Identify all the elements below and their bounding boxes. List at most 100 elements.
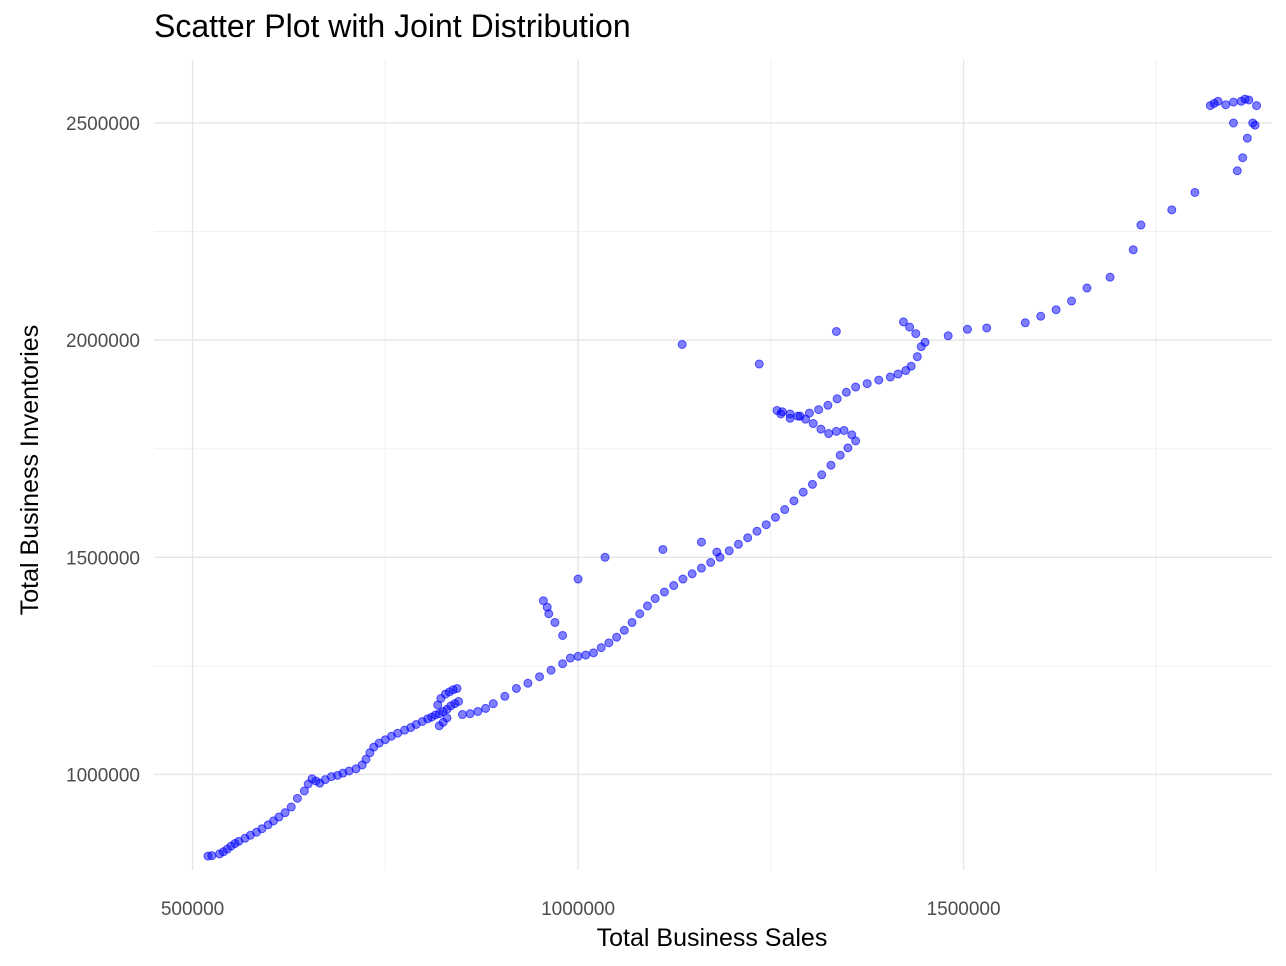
data-point <box>831 326 841 336</box>
data-point <box>795 411 805 421</box>
data-point <box>832 394 842 404</box>
data-point <box>847 430 857 440</box>
x-axis-title: Total Business Sales <box>597 924 828 952</box>
data-point <box>885 372 895 382</box>
data-point <box>1213 96 1223 106</box>
data-point <box>804 408 814 418</box>
y-tick-label: 2000000 <box>66 331 140 352</box>
data-point <box>1244 95 1254 105</box>
data-point <box>546 665 556 675</box>
data-point <box>457 710 467 720</box>
data-point <box>292 793 302 803</box>
data-point <box>481 703 491 713</box>
data-point <box>817 470 827 480</box>
data-point <box>712 547 722 557</box>
data-point <box>898 317 908 327</box>
data-point <box>696 563 706 573</box>
data-point <box>1167 205 1177 215</box>
data-point <box>687 569 697 579</box>
data-point <box>207 851 217 861</box>
x-tick-label: 1000000 <box>541 899 615 920</box>
data-point <box>943 331 953 341</box>
data-point <box>274 812 284 822</box>
data-point <box>843 443 853 453</box>
data-point <box>500 691 510 701</box>
data-point <box>488 699 498 709</box>
data-point <box>1036 311 1046 321</box>
data-point <box>523 678 533 688</box>
data-point <box>789 496 799 506</box>
data-point <box>627 617 637 627</box>
data-point <box>361 754 371 764</box>
data-point <box>1252 101 1262 111</box>
data-point <box>1020 318 1030 328</box>
data-point <box>862 379 872 389</box>
data-point <box>465 709 475 719</box>
data-point <box>286 802 296 812</box>
y-axis-title: Total Business Inventories <box>16 325 44 615</box>
data-point <box>823 400 833 410</box>
data-point <box>839 425 849 435</box>
x-axis-tick-labels: 500000 1000000 1500000 <box>161 899 1001 920</box>
data-point <box>511 683 521 693</box>
data-point <box>874 375 884 385</box>
data-point <box>761 520 771 530</box>
data-point <box>280 808 290 818</box>
data-point <box>473 706 483 716</box>
data-point <box>780 505 790 515</box>
data-point <box>588 648 598 658</box>
x-tick-label: 1500000 <box>927 899 1001 920</box>
data-point <box>893 369 903 379</box>
data-point <box>808 419 818 429</box>
data-point <box>299 786 309 796</box>
y-tick-label: 2500000 <box>66 114 140 135</box>
y-axis-tick-labels: 1000000 1500000 2000000 2500000 <box>66 114 140 786</box>
data-point <box>1082 283 1092 293</box>
data-point <box>677 339 687 349</box>
data-point <box>1238 153 1248 163</box>
data-point <box>851 382 861 392</box>
y-tick-label: 1500000 <box>66 548 140 569</box>
data-point <box>905 322 915 332</box>
data-point <box>1228 118 1238 128</box>
data-point <box>600 552 610 562</box>
data-point <box>743 533 753 543</box>
data-point <box>558 630 568 640</box>
data-point <box>669 581 679 591</box>
data-point <box>962 324 972 334</box>
data-point <box>696 537 706 547</box>
data-point <box>642 601 652 611</box>
data-point <box>565 653 575 663</box>
data-point <box>1190 187 1200 197</box>
data-point <box>807 479 817 489</box>
data-point <box>754 359 764 369</box>
data-point <box>706 558 716 568</box>
data-point <box>538 596 548 606</box>
data-point <box>785 413 795 423</box>
data-point <box>1242 133 1252 143</box>
data-point <box>831 426 841 436</box>
data-point <box>581 650 591 660</box>
data-point <box>573 651 583 661</box>
data-point <box>826 460 836 470</box>
chart-title: Scatter Plot with Joint Distribution <box>154 8 631 44</box>
data-point <box>1136 220 1146 230</box>
data-point <box>776 409 786 419</box>
data-point <box>454 696 464 706</box>
data-point <box>770 512 780 522</box>
data-point <box>1105 272 1115 282</box>
data-point <box>1221 100 1231 110</box>
data-point <box>650 594 660 604</box>
data-point <box>1067 296 1077 306</box>
data-point <box>798 487 808 497</box>
data-point <box>659 587 669 597</box>
data-point <box>752 526 762 536</box>
data-point <box>1250 120 1260 130</box>
data-point <box>1051 305 1061 315</box>
data-point <box>816 424 826 434</box>
data-point <box>535 672 545 682</box>
data-point <box>835 450 845 460</box>
data-points <box>203 94 1262 861</box>
data-point <box>1232 166 1242 176</box>
data-point <box>434 721 444 731</box>
